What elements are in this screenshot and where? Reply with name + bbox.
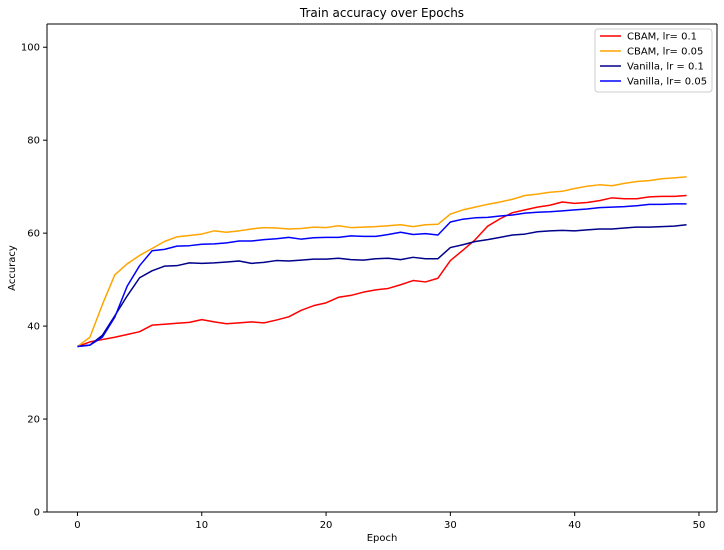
ticks-layer: 0 10 20 30 40 50 0 20 40 60 80 100 xyxy=(21,43,705,531)
series-layer xyxy=(77,176,687,348)
axes-layer xyxy=(46,23,718,513)
legend-label-4: Vanilla, lr= 0.05 xyxy=(627,77,707,88)
legend-label-1: CBAM, lr= 0.1 xyxy=(627,32,697,43)
series-line-1 xyxy=(77,194,687,348)
y-tick-label: 40 xyxy=(27,322,40,333)
legend-label-2: CBAM, lr= 0.05 xyxy=(627,47,703,58)
series-line-3 xyxy=(77,224,687,348)
plot-area xyxy=(47,24,717,512)
x-tick-label: 10 xyxy=(195,520,208,531)
legend: CBAM, lr= 0.1 CBAM, lr= 0.05 Vanilla, lr =… xyxy=(594,28,713,93)
x-tick-label: 50 xyxy=(693,520,706,531)
y-axis-title: Accuracy xyxy=(7,245,18,291)
y-tick-label: 60 xyxy=(27,229,40,240)
x-tick-label: 40 xyxy=(568,520,581,531)
series-line-4 xyxy=(77,203,687,348)
x-tick-label: 30 xyxy=(444,520,457,531)
series-line-2 xyxy=(77,176,687,348)
x-tick-label: 0 xyxy=(74,520,80,531)
chart-title: Train accuracy over Epochs xyxy=(299,6,464,20)
y-tick-label: 80 xyxy=(27,136,40,147)
x-tick-label: 20 xyxy=(320,520,333,531)
x-axis-title: Epoch xyxy=(367,533,398,544)
y-tick-label: 20 xyxy=(27,415,40,426)
legend-box xyxy=(594,28,713,93)
y-tick-label: 100 xyxy=(21,43,40,54)
legend-label-3: Vanilla, lr = 0.1 xyxy=(627,62,704,73)
y-tick-label: 0 xyxy=(34,508,40,519)
